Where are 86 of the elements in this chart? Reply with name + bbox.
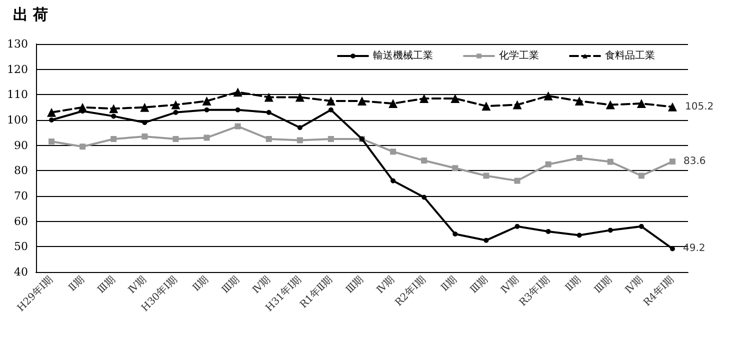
point [328,107,334,112]
x-tick-label: Ⅲ期 [95,273,118,296]
data-label: 49.2 [682,243,706,254]
point [576,155,582,161]
point [545,161,552,168]
point [608,228,613,233]
y-tick-label: 40 [14,266,28,278]
y-tick-label: 130 [7,38,28,50]
point [234,123,241,130]
x-tick-label: Ⅲ期 [219,273,242,296]
point [202,96,212,106]
x-tick-label: Ⅱ期 [562,273,584,294]
point [297,125,302,130]
y-tick-label: 60 [14,214,28,228]
point [173,110,178,115]
point [514,178,520,184]
point [606,100,615,110]
data-label: 105.2 [684,101,714,112]
y-tick-label: 120 [7,62,28,76]
legend-label: 輸送機械工業 [373,50,433,62]
point [546,228,551,234]
x-tick-label: Ⅳ期 [622,273,646,296]
point [110,136,117,142]
point [140,102,150,112]
x-tick-label: Ⅱ期 [190,273,211,294]
x-tick-label: Ⅱ期 [66,273,86,294]
legend-label: 化学工業 [499,50,539,62]
point [574,96,584,106]
point [266,136,272,142]
legend-label: 食料品工業 [605,50,655,62]
point [266,110,272,115]
point [390,178,396,184]
y-tick-label: 80 [14,164,28,178]
point [483,172,490,179]
point [172,136,179,142]
point [669,158,676,165]
point [264,92,274,102]
point [295,92,304,102]
point [452,165,458,172]
x-tick-label: Ⅳ期 [374,273,397,296]
x-tick-label: Ⅳ期 [250,273,273,296]
x-tick-label: Ⅱ期 [438,273,460,294]
point [421,158,428,164]
point [49,118,54,122]
point [233,88,242,97]
point [326,96,336,106]
chart-title: 出 荷 [13,6,48,24]
x-tick-label: Ⅲ期 [468,273,490,296]
y-tick-label: 90 [14,138,28,152]
x-tick-label: Ⅲ期 [592,273,614,296]
point [514,224,520,229]
point [422,194,427,200]
point [111,114,116,119]
point [512,100,522,110]
point [142,133,148,140]
point [636,99,646,108]
point [482,102,491,111]
point [390,148,396,155]
point [204,134,210,141]
point [544,91,553,100]
y-tick-label: 50 [14,240,28,254]
point [452,232,458,236]
point [328,136,334,142]
point [388,99,398,108]
x-tick-label: Ⅳ期 [126,273,149,296]
point [638,224,644,229]
point [48,138,55,145]
point [576,232,582,238]
point [171,100,180,110]
point [235,107,240,112]
point [47,108,56,117]
point [358,96,366,106]
point [668,102,677,112]
point [607,158,614,165]
y-tick-label: 110 [7,88,28,102]
point [80,144,86,150]
y-tick-label: 70 [14,190,28,202]
x-tick-label: Ⅳ期 [498,273,522,296]
point [296,137,303,144]
x-tick-label: Ⅲ期 [344,273,366,296]
point [204,107,210,112]
y-tick-label: 100 [7,114,28,126]
point [109,104,118,114]
point [484,238,489,243]
point [638,172,644,179]
data-label: 83.6 [683,156,706,168]
